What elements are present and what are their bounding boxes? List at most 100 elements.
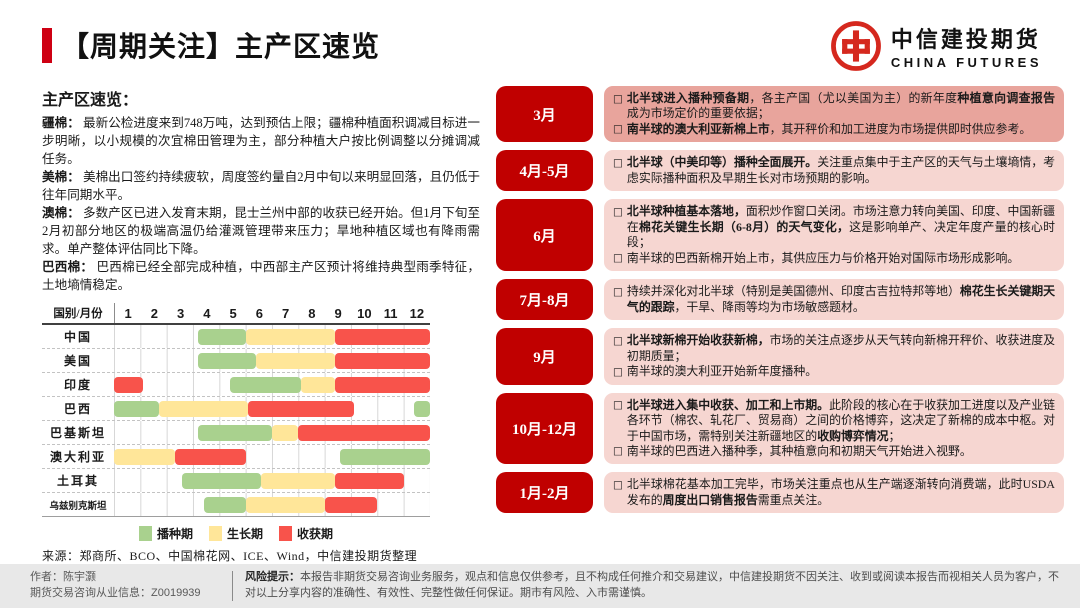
- gantt-row: 印度: [42, 373, 430, 397]
- overview-paragraph: 疆棉： 最新公检进度来到748万吨，达到预估上限；疆棉种植面积调减目标进一步明晰…: [42, 116, 481, 166]
- bullet-square-icon: □: [613, 92, 623, 105]
- bullet-text: 持续并深化对北半球（特别是美国德州、印度古吉拉特邦等地）棉花生长关键期天气的跟踪…: [626, 284, 1056, 314]
- gantt-bar: [245, 328, 336, 345]
- bullet-text: 北半球进入播种预备期，各主产国（尤以美国为主）的新年度种植意向调查报告成为市场定…: [626, 91, 1055, 121]
- gantt-track: [114, 421, 430, 444]
- timeline-bullet: □ 北半球进入集中收获、加工和上市期。此阶段的核心在于收获加工进度以及产业链各环节…: [613, 398, 1055, 444]
- bullet-text: 南半球的澳大利亚开始新年度播种。: [626, 364, 818, 379]
- gantt-month-tick: 8: [308, 305, 316, 321]
- bullet-text: 北半球新棉开始收获新棉，市场的关注点逐步从天气转向新棉开秤价、收获进度及初期质量…: [626, 333, 1056, 363]
- bullet-square-icon: □: [613, 365, 623, 378]
- timeline-row: 3月 □ 北半球进入播种预备期，各主产国（尤以美国为主）的新年度种植意向调查报告成为…: [496, 86, 1064, 143]
- gantt-bar: [182, 472, 262, 489]
- timeline-text-box: □ 北半球（中美印等）播种全面展开。关注重点集中于主产区的天气与土壤墒情，考虑实际…: [604, 150, 1064, 192]
- gantt-month-tick: 6: [255, 305, 263, 321]
- risk-text: 本报告非期货交易咨询业务服务，观点和信息仅供参考，且不构成任何推介和交易建议，中…: [245, 571, 1059, 599]
- gantt-bar: [114, 448, 175, 465]
- gantt-bar: [198, 424, 272, 441]
- legend-item: 播种期: [138, 525, 193, 542]
- gantt-bar: [300, 376, 336, 393]
- title-row: 【周期关注】主产区速览: [42, 25, 380, 65]
- gantt-bar: [198, 352, 257, 369]
- gantt-month-tick: 5: [229, 305, 237, 321]
- timeline-bullet: □ 南半球的巴西新棉开始上市，其供应压力与价格开始对国际市场形成影响。: [613, 251, 1055, 266]
- bullet-square-icon: □: [613, 334, 623, 347]
- gantt-bar: [245, 496, 325, 513]
- gantt-row: 乌兹别克斯坦: [42, 493, 430, 517]
- timeline-row: 10月-12月 □ 北半球进入集中收获、加工和上市期。此阶段的核心在于收获加工进度以…: [496, 392, 1064, 465]
- header: 【周期关注】主产区速览 中信建投期货 CHINA FUTURES: [0, 0, 1080, 84]
- timeline-month-label: 10月-12月: [496, 392, 593, 465]
- gantt-bar: [114, 376, 143, 393]
- gantt-country-label: 中国: [63, 330, 92, 344]
- gantt-track: [114, 445, 430, 468]
- gantt-month-tick: 3: [177, 305, 185, 321]
- bullet-text: 南半球的巴西新棉开始上市，其供应压力与价格开始对国际市场形成影响。: [626, 250, 1020, 265]
- overview-paragraphs: 疆棉： 最新公检进度来到748万吨，达到预估上限；疆棉种植面积调减目标进一步明晰…: [42, 114, 480, 294]
- company-name-cn: 中信建投期货: [890, 27, 1041, 52]
- gantt-month-tick: 1: [124, 305, 132, 321]
- legend-swatch: [279, 526, 292, 541]
- timeline-bullet: □ 北半球进入播种预备期，各主产国（尤以美国为主）的新年度种植意向调查报告成为市场…: [613, 91, 1055, 122]
- gantt-country-label: 巴基斯坦: [49, 426, 106, 440]
- gantt-row: 美国: [42, 349, 430, 373]
- bullet-square-icon: □: [613, 205, 623, 218]
- author-name: 作者：陈宇灏: [30, 571, 96, 584]
- source-note: 来源：郑商所、BCO、中国棉花网、ICE、Wind，中信建投期货整理: [42, 549, 418, 563]
- gantt-month-tick: 9: [334, 305, 342, 321]
- title-accent-bar: [42, 27, 52, 63]
- legend-label: 收获期: [297, 527, 334, 541]
- gantt-month-tick: 7: [282, 305, 290, 321]
- timeline-bullet: □ 北半球新棉开始收获新棉，市场的关注点逐步从天气转向新棉开秤价、收获进度及初期质…: [613, 333, 1055, 364]
- timeline-text-box: □ 北半球新棉开始收获新棉，市场的关注点逐步从天气转向新棉开秤价、收获进度及初期质…: [604, 328, 1064, 385]
- gantt-row: 中国: [42, 325, 430, 349]
- timeline-text-box: □ 北半球种植基本落地，面积炒作窗口关闭。市场注意力转向美国、印度、中国新疆在棉花…: [604, 199, 1064, 272]
- gantt-bar: [335, 472, 404, 489]
- timeline-bullet: □ 持续并深化对北半球（特别是美国德州、印度古吉拉特邦等地）棉花生长关键期天气的跟…: [613, 284, 1055, 315]
- company-logo-text: 中信建投期货 CHINA FUTURES: [891, 22, 1042, 70]
- gantt-country-label: 澳大利亚: [49, 450, 106, 464]
- gantt-bar: [298, 424, 430, 441]
- bullet-square-icon: □: [613, 285, 623, 298]
- timeline-text-box: □ 北半球棉花基本加工完毕，市场关注重点也从生产端逐渐转向消费端，此时USDA发布…: [604, 472, 1064, 514]
- timeline-row: 6月 □ 北半球种植基本落地，面积炒作窗口关闭。市场注意力转向美国、印度、中国新疆在…: [496, 199, 1064, 272]
- timeline-month-label: 1月-2月: [496, 472, 593, 514]
- bullet-square-icon: □: [613, 445, 623, 458]
- risk-label: 风险提示：: [245, 571, 300, 584]
- overview-paragraph: 巴西棉： 巴西棉已经全部完成种植，中西部主产区预计将维持典型雨季特征，土地墒情稳…: [42, 260, 481, 292]
- timeline-month-label: 7月-8月: [496, 279, 593, 321]
- bullet-text: 北半球棉花基本加工完毕，市场关注重点也从生产端逐渐转向消费端，此时USDA发布的…: [626, 477, 1055, 507]
- gantt-bar: [340, 448, 430, 465]
- bullet-square-icon: □: [613, 156, 623, 169]
- gantt-month-tick: 4: [203, 305, 211, 321]
- gantt-month-tick: 11: [383, 305, 398, 321]
- gantt-bar: [229, 376, 301, 393]
- gantt-country-label: 印度: [63, 378, 92, 392]
- footer: 作者：陈宇灏 期货交易咨询从业信息：Z0019939 风险提示：本报告非期货交易…: [0, 564, 1080, 608]
- company-logo-icon: [830, 21, 881, 71]
- risk-disclaimer: 风险提示：本报告非期货交易咨询业务服务，观点和信息仅供参考，且不构成任何推介和交…: [233, 570, 1063, 602]
- timeline-text-box: □ 北半球进入集中收获、加工和上市期。此阶段的核心在于收获加工进度以及产业链各环节…: [604, 392, 1064, 465]
- footer-divider: [232, 571, 233, 601]
- gantt-bar: [335, 376, 430, 393]
- legend-label: 播种期: [156, 527, 193, 541]
- timeline-row: 1月-2月 □ 北半球棉花基本加工完毕，市场关注重点也从生产端逐渐转向消费端，此时U…: [496, 472, 1064, 514]
- gantt-month-tick: 2: [150, 305, 158, 321]
- gantt-month-axis: 1 2 3 4 5 6 7 8 9 10 11 12: [114, 303, 430, 323]
- timeline-row: 9月 □ 北半球新棉开始收获新棉，市场的关注点逐步从天气转向新棉开秤价、收获进度及初…: [496, 328, 1064, 385]
- legend-swatch: [138, 526, 152, 541]
- bullet-text: 南半球的澳大利亚新棉上市，其开秤价和加工进度为市场提供即时供应参考。: [626, 121, 1032, 136]
- timeline-bullet: □ 南半球的澳大利亚开始新年度播种。: [613, 364, 1055, 379]
- gantt-bar: [203, 496, 246, 513]
- bullet-text: 北半球进入集中收获、加工和上市期。此阶段的核心在于收获加工进度以及产业链各环节（…: [626, 397, 1056, 443]
- gantt-bar: [324, 496, 378, 513]
- timeline-bullet: □ 北半球棉花基本加工完毕，市场关注重点也从生产端逐渐转向消费端，此时USDA发布…: [613, 477, 1055, 508]
- gantt-bar: [272, 424, 299, 441]
- legend-item: 生长期: [208, 525, 263, 542]
- legend-item: 收获期: [279, 525, 333, 542]
- page-title: 【周期关注】主产区速览: [61, 31, 381, 62]
- gantt-track: [114, 493, 430, 516]
- gantt-row: 巴基斯坦: [42, 421, 430, 445]
- bullet-square-icon: □: [613, 478, 623, 491]
